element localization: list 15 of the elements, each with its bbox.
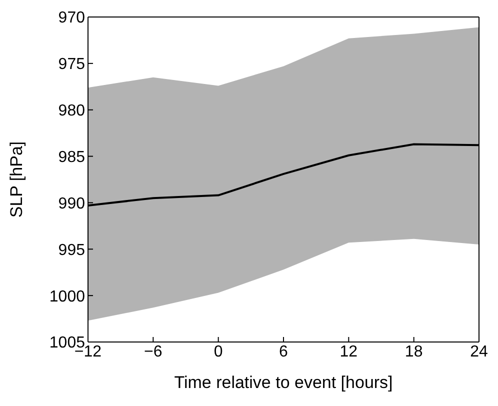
y-tick-label: 980 bbox=[58, 102, 86, 120]
y-axis-title: SLP [hPa] bbox=[7, 141, 26, 218]
x-tick-label: −6 bbox=[144, 343, 162, 360]
x-axis-title: Time relative to event [hours] bbox=[174, 373, 393, 392]
x-tick-label: 18 bbox=[404, 343, 423, 360]
x-tick-label: 12 bbox=[340, 343, 358, 360]
y-tick-label: 985 bbox=[58, 148, 86, 166]
x-tick-label: 0 bbox=[214, 343, 223, 360]
y-tick-label: 975 bbox=[58, 56, 86, 74]
y-tick-label: 995 bbox=[58, 242, 86, 259]
y-tick-label: 970 bbox=[58, 10, 86, 27]
y-tick-label: 1000 bbox=[49, 288, 86, 306]
y-tick-label: 990 bbox=[58, 195, 86, 212]
x-tick-label: 6 bbox=[279, 343, 288, 360]
x-tick-label: 24 bbox=[470, 343, 488, 360]
